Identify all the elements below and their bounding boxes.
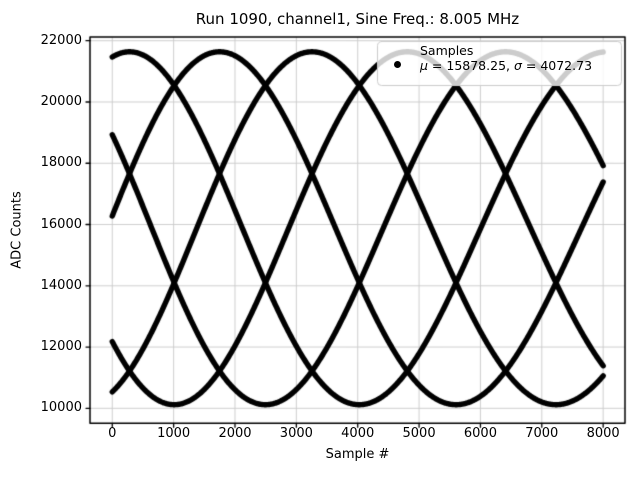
y-tick-label: 18000 xyxy=(40,155,82,171)
mu-value: = 15878.25, xyxy=(427,58,514,73)
x-tick-label: 8000 xyxy=(586,426,620,441)
x-tick-label: 6000 xyxy=(463,426,497,441)
x-axis-label: Sample # xyxy=(325,447,390,462)
x-tick-label: 5000 xyxy=(402,426,436,441)
mu-symbol: μ xyxy=(420,58,428,73)
x-tick-label: 3000 xyxy=(279,426,313,441)
plot-title: Run 1090, channel1, Sine Freq.: 8.005 MH… xyxy=(195,10,520,28)
x-tick-label: 2000 xyxy=(218,426,252,441)
legend-label-stats: μ = 15878.25, σ = 4072.73 xyxy=(420,58,592,73)
samples-marker-icon xyxy=(394,61,401,68)
y-tick-label: 10000 xyxy=(40,400,82,416)
sigma-value: = 4072.73 xyxy=(521,58,593,73)
y-tick-label: 16000 xyxy=(40,216,82,232)
x-tick-label: 7000 xyxy=(525,426,559,441)
x-tick-label: 4000 xyxy=(341,426,375,441)
x-tick-label: 0 xyxy=(108,426,117,441)
legend-label-samples: Samples xyxy=(420,43,474,58)
sigma-symbol: σ xyxy=(513,58,522,73)
y-tick-label: 14000 xyxy=(40,277,82,293)
y-tick-label: 20000 xyxy=(40,93,82,109)
x-tick-label: 1000 xyxy=(157,426,191,441)
y-tick-label: 22000 xyxy=(40,32,82,48)
y-tick-label: 12000 xyxy=(40,339,82,355)
